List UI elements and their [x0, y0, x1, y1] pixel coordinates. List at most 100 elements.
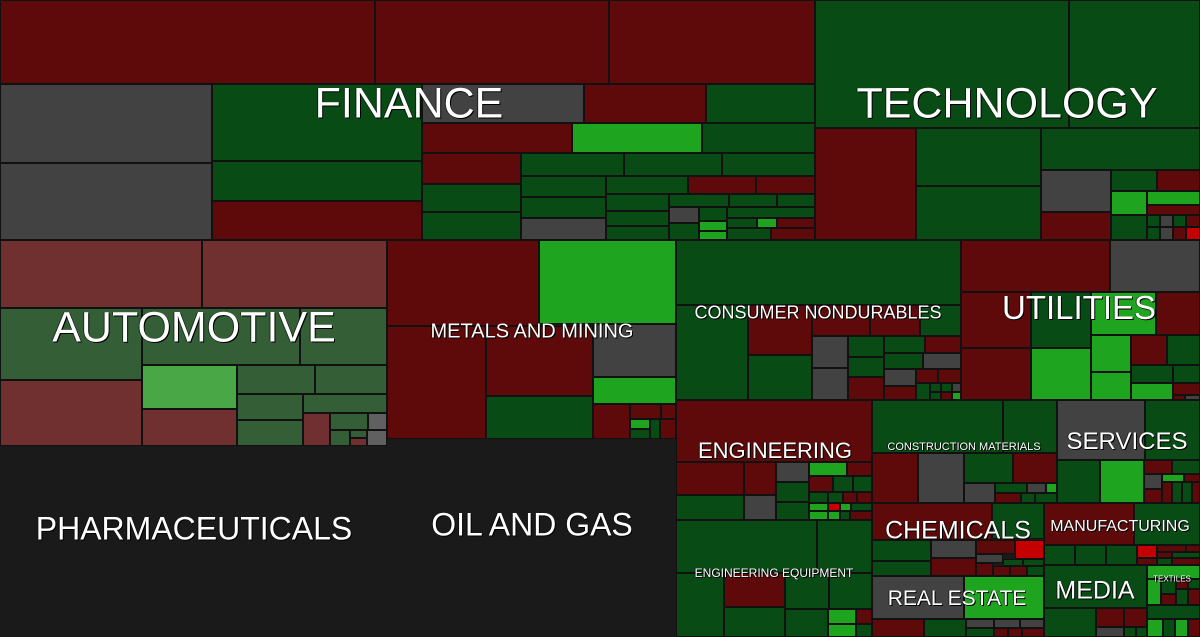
stock-tile[interactable]: [724, 607, 785, 637]
stock-tile[interactable]: [422, 153, 521, 184]
stock-tile[interactable]: [521, 176, 606, 197]
stock-tile[interactable]: [1161, 579, 1176, 594]
stock-tile[interactable]: [1144, 460, 1172, 474]
stock-tile[interactable]: [1023, 559, 1044, 566]
stock-tile[interactable]: [916, 186, 1041, 240]
stock-tile[interactable]: [212, 84, 422, 161]
stock-tile[interactable]: [785, 573, 829, 609]
stock-tile[interactable]: [1147, 191, 1200, 205]
stock-tile[interactable]: [727, 228, 771, 240]
stock-tile[interactable]: [993, 566, 1010, 576]
stock-tile[interactable]: [817, 520, 872, 573]
stock-tile[interactable]: [1124, 627, 1136, 637]
stock-tile[interactable]: [809, 492, 828, 503]
stock-tile[interactable]: [1110, 240, 1200, 292]
stock-tile[interactable]: [1186, 227, 1200, 240]
stock-tile[interactable]: [676, 573, 724, 637]
stock-tile[interactable]: [812, 368, 848, 400]
stock-tile[interactable]: [422, 212, 521, 240]
stock-tile[interactable]: [630, 429, 650, 439]
stock-tile[interactable]: [1176, 589, 1188, 605]
stock-tile[interactable]: [829, 573, 872, 609]
stock-tile[interactable]: [1163, 619, 1175, 637]
stock-tile[interactable]: [851, 503, 872, 511]
stock-tile[interactable]: [1131, 365, 1173, 383]
stock-tile[interactable]: [1111, 170, 1157, 191]
stock-tile[interactable]: [850, 511, 872, 520]
stock-tile[interactable]: [771, 228, 815, 240]
stock-tile[interactable]: [961, 292, 1031, 348]
stock-tile[interactable]: [1031, 292, 1091, 348]
stock-tile[interactable]: [872, 400, 1003, 453]
stock-tile[interactable]: [872, 453, 918, 503]
stock-tile[interactable]: [1160, 215, 1173, 227]
stock-tile[interactable]: [1137, 558, 1157, 565]
stock-tile[interactable]: [853, 476, 872, 492]
stock-tile[interactable]: [1182, 482, 1192, 503]
stock-tile[interactable]: [809, 503, 828, 511]
stock-tile[interactable]: [1147, 579, 1161, 605]
stock-tile[interactable]: [539, 240, 676, 324]
stock-tile[interactable]: [303, 413, 330, 446]
stock-tile[interactable]: [828, 492, 843, 503]
stock-tile[interactable]: [1162, 474, 1184, 482]
stock-tile[interactable]: [916, 369, 938, 383]
stock-tile[interactable]: [1188, 589, 1200, 605]
stock-tile[interactable]: [872, 503, 992, 540]
stock-tile[interactable]: [1173, 227, 1186, 240]
stock-tile[interactable]: [840, 503, 851, 511]
stock-tile[interactable]: [872, 561, 931, 576]
stock-tile[interactable]: [964, 453, 1013, 483]
stock-tile[interactable]: [1111, 191, 1147, 215]
stock-tile[interactable]: [593, 324, 676, 377]
stock-tile[interactable]: [1041, 212, 1111, 240]
stock-tile[interactable]: [1162, 482, 1172, 503]
stock-tile[interactable]: [606, 211, 669, 226]
stock-tile[interactable]: [1186, 545, 1200, 552]
stock-tile[interactable]: [486, 396, 593, 439]
stock-tile[interactable]: [330, 430, 350, 446]
stock-tile[interactable]: [1015, 540, 1044, 559]
stock-tile[interactable]: [884, 353, 923, 369]
stock-tile[interactable]: [976, 540, 1015, 554]
stock-tile[interactable]: [1131, 335, 1167, 365]
stock-tile[interactable]: [422, 184, 521, 212]
stock-tile[interactable]: [1100, 460, 1144, 503]
stock-tile[interactable]: [777, 194, 815, 207]
stock-tile[interactable]: [350, 438, 367, 446]
stock-tile[interactable]: [1186, 215, 1200, 227]
stock-tile[interactable]: [1160, 227, 1173, 240]
stock-tile[interactable]: [744, 462, 776, 495]
stock-tile[interactable]: [994, 619, 1020, 628]
stock-tile[interactable]: [1027, 483, 1046, 493]
stock-tile[interactable]: [660, 419, 676, 439]
stock-tile[interactable]: [1157, 558, 1172, 565]
stock-tile[interactable]: [785, 609, 828, 637]
stock-tile[interactable]: [995, 483, 1027, 493]
stock-tile[interactable]: [303, 394, 387, 413]
stock-tile[interactable]: [606, 176, 688, 194]
stock-tile[interactable]: [1010, 566, 1027, 576]
stock-tile[interactable]: [812, 305, 870, 336]
stock-tile[interactable]: [1147, 227, 1160, 240]
stock-tile[interactable]: [872, 619, 924, 637]
stock-tile[interactable]: [237, 394, 303, 420]
stock-tile[interactable]: [1008, 628, 1022, 637]
stock-tile[interactable]: [706, 84, 815, 123]
stock-tile[interactable]: [521, 153, 624, 176]
stock-tile[interactable]: [676, 305, 748, 400]
stock-tile[interactable]: [1057, 460, 1100, 503]
stock-tile[interactable]: [809, 476, 833, 492]
stock-tile[interactable]: [142, 365, 237, 409]
stock-tile[interactable]: [1003, 400, 1057, 453]
stock-tile[interactable]: [884, 386, 916, 400]
stock-tile[interactable]: [884, 369, 916, 386]
stock-tile[interactable]: [702, 123, 815, 153]
stock-tile[interactable]: [1044, 565, 1147, 608]
stock-tile[interactable]: [1091, 372, 1131, 400]
stock-tile[interactable]: [812, 336, 848, 368]
stock-tile[interactable]: [212, 161, 422, 201]
stock-tile[interactable]: [916, 128, 1041, 186]
stock-tile[interactable]: [237, 365, 315, 394]
stock-tile[interactable]: [1075, 545, 1106, 565]
